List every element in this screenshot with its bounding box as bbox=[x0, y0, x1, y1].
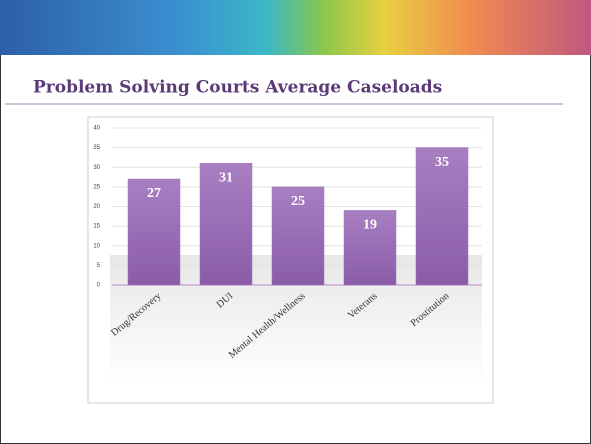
bar bbox=[343, 210, 397, 286]
data-label: 25 bbox=[291, 194, 305, 209]
y-tick-label: 0 bbox=[97, 283, 101, 289]
data-label: 35 bbox=[435, 155, 449, 170]
chart-title: Problem Solving Courts Average Caseloads bbox=[33, 78, 442, 98]
y-tick-label: 40 bbox=[93, 126, 100, 132]
data-label: 27 bbox=[147, 186, 161, 201]
data-label: 19 bbox=[363, 218, 377, 233]
bar bbox=[127, 178, 181, 286]
data-label: 31 bbox=[219, 171, 233, 186]
y-tick-label: 30 bbox=[93, 165, 100, 171]
y-tick-label: 15 bbox=[93, 224, 100, 230]
y-tick-label: 10 bbox=[93, 243, 100, 249]
bar bbox=[271, 186, 325, 286]
y-tick-label: 35 bbox=[93, 145, 100, 151]
y-tick-label: 25 bbox=[93, 184, 100, 190]
bar bbox=[199, 163, 253, 286]
y-tick-label: 5 bbox=[97, 263, 101, 269]
banner bbox=[0, 0, 591, 55]
bar bbox=[415, 147, 469, 286]
y-tick-label: 20 bbox=[93, 204, 100, 210]
